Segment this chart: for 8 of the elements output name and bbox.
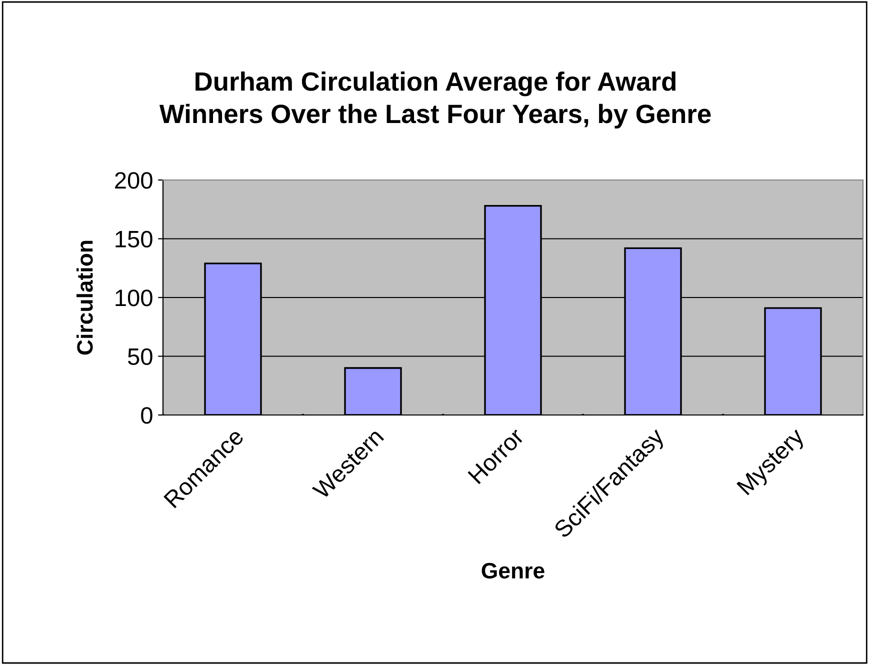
y-tick-label: 200 bbox=[115, 172, 152, 189]
y-tick-label: 50 bbox=[128, 348, 152, 366]
x-axis-title: Genre bbox=[482, 562, 544, 579]
chart-title: Durham Circulation Average for Award Winners Over the Last Four Years, by Genre bbox=[159, 72, 711, 128]
y-tick-label: 150 bbox=[116, 230, 152, 248]
y-axis-title: Circulation bbox=[76, 240, 93, 355]
y-tick-label: 0 bbox=[141, 407, 152, 424]
y-tick-label: 100 bbox=[116, 290, 152, 306]
